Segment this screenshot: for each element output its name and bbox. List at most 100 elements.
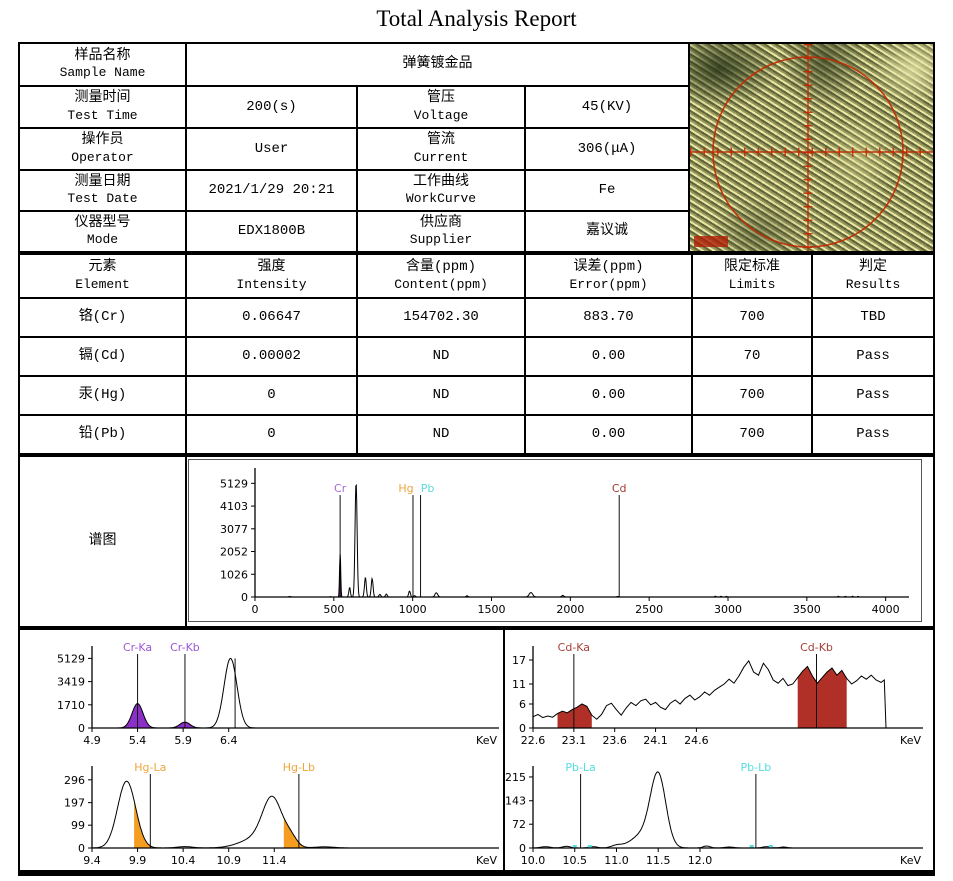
svg-text:10.0: 10.0 [521, 854, 546, 867]
svg-text:6: 6 [519, 698, 526, 711]
info-value-mode: EDX1800B [187, 212, 356, 251]
svg-text:Pb-La: Pb-La [565, 761, 595, 774]
svg-text:1000: 1000 [399, 603, 427, 616]
svg-text:Cd: Cd [612, 482, 627, 495]
svg-text:Hg-Lb: Hg-Lb [283, 761, 315, 774]
info-value-supplier: 嘉议诚 [526, 212, 688, 251]
svg-text:10.5: 10.5 [562, 854, 587, 867]
svg-text:1710: 1710 [57, 699, 85, 712]
svg-text:11: 11 [512, 678, 526, 691]
element-limit: 70 [693, 338, 811, 375]
element-intensity: 0.06647 [187, 299, 356, 336]
element-content: 154702.30 [358, 299, 524, 336]
svg-text:Cr-Ka: Cr-Ka [123, 641, 152, 654]
svg-text:197: 197 [64, 797, 85, 810]
info-label-current: 管流 Current [358, 129, 524, 169]
svg-text:3077: 3077 [220, 523, 248, 536]
svg-text:23.6: 23.6 [602, 734, 627, 747]
right-charts-column: Cd-Ka Cd-Kb 0 6 11 17 22.6 23.1 23.6 24.1 24.6 KeV … [505, 630, 933, 870]
svg-text:11.0: 11.0 [604, 854, 629, 867]
svg-text:3500: 3500 [793, 603, 821, 616]
element-content: ND [358, 338, 524, 375]
info-label-mode: 仪器型号 Mode [20, 212, 185, 251]
element-name: 铅(Pb) [20, 416, 185, 453]
left-charts-column: Cr-Ka Cr-Kb 0 1710 3419 5129 4.9 5.4 5.9 6.4 KeV H… [20, 630, 503, 870]
svg-text:KeV: KeV [900, 734, 921, 747]
info-label-supplier: 供应商 Supplier [358, 212, 524, 251]
info-label-test-time: 测量时间 Test Time [20, 87, 185, 127]
svg-text:72: 72 [512, 818, 526, 831]
svg-text:6.4: 6.4 [220, 734, 238, 747]
svg-text:1026: 1026 [220, 568, 248, 581]
info-value-sample-name: 弹簧镀金品 [187, 44, 688, 85]
info-label-voltage: 管压 Voltage [358, 87, 524, 127]
info-value-current: 306(μA) [526, 129, 688, 169]
svg-text:0: 0 [252, 603, 259, 616]
spectrum-section: 谱图 Cr Hg Pb Cd 0 1026 2052 3077 4103 5129 0 500 1000… [18, 455, 935, 628]
svg-text:5129: 5129 [220, 477, 248, 490]
page-title: Total Analysis Report [376, 6, 577, 31]
info-label-sample-name: 样品名称 Sample Name [20, 44, 185, 85]
svg-text:KeV: KeV [476, 854, 497, 867]
svg-text:Cd-Kb: Cd-Kb [800, 641, 833, 654]
element-result: TBD [813, 299, 933, 336]
element-name: 汞(Hg) [20, 377, 185, 414]
spectrum-chart-cell: Cr Hg Pb Cd 0 1026 2052 3077 4103 5129 0 500 1000 150… [187, 457, 933, 626]
svg-text:143: 143 [505, 795, 526, 808]
svg-text:4.9: 4.9 [83, 734, 101, 747]
info-label-test-date: 测量日期 Test Date [20, 171, 185, 210]
element-name: 镉(Cd) [20, 338, 185, 375]
col-header-element: 元素 Element [20, 255, 185, 297]
svg-text:23.1: 23.1 [562, 734, 587, 747]
svg-text:5.9: 5.9 [174, 734, 192, 747]
svg-text:215: 215 [505, 771, 526, 784]
element-result: Pass [813, 377, 933, 414]
svg-text:9.9: 9.9 [129, 854, 147, 867]
svg-text:11.5: 11.5 [646, 854, 671, 867]
svg-text:17: 17 [512, 654, 526, 667]
element-limit: 700 [693, 377, 811, 414]
svg-text:10.4: 10.4 [171, 854, 196, 867]
element-table: 元素 Element 强度 Intensity 含量(ppm) Content(ppm… [18, 253, 935, 455]
svg-text:Cr-Kb: Cr-Kb [170, 641, 200, 654]
full-spectrum-chart: Cr Hg Pb Cd 0 1026 2052 3077 4103 5129 0 500 1000 150… [188, 459, 922, 622]
element-charts-section: Cr-Ka Cr-Kb 0 1710 3419 5129 4.9 5.4 5.9 6.4 KeV H… [18, 628, 935, 872]
bottom-border [18, 872, 935, 876]
svg-text:Cd-Ka: Cd-Ka [558, 641, 590, 654]
svg-text:Pb-Lb: Pb-Lb [741, 761, 772, 774]
svg-text:3000: 3000 [714, 603, 742, 616]
svg-text:3419: 3419 [57, 676, 85, 689]
info-label-workcurve: 工作曲线 WorkCurve [358, 171, 524, 210]
svg-text:5.4: 5.4 [129, 734, 147, 747]
spectrum-label: 谱图 [20, 457, 185, 626]
element-limit: 700 [693, 416, 811, 453]
svg-text:9.4: 9.4 [83, 854, 101, 867]
svg-text:296: 296 [64, 774, 85, 787]
cd-region-chart: Cd-Ka Cd-Kb 0 6 11 17 22.6 23.1 23.6 24.1 24.6 KeV [505, 630, 933, 750]
svg-text:2052: 2052 [220, 546, 248, 559]
svg-text:0: 0 [241, 591, 248, 604]
svg-text:22.6: 22.6 [521, 734, 546, 747]
element-intensity: 0 [187, 416, 356, 453]
svg-text:4000: 4000 [872, 603, 900, 616]
svg-text:2000: 2000 [556, 603, 584, 616]
hg-region-chart: Hg-La Hg-Lb 0 99 197 296 9.4 9.9 10.4 10.9 11.4 KeV [20, 750, 503, 870]
svg-text:4103: 4103 [220, 500, 248, 513]
svg-text:11.4: 11.4 [262, 854, 287, 867]
element-content: ND [358, 377, 524, 414]
element-content: ND [358, 416, 524, 453]
cr-region-chart: Cr-Ka Cr-Kb 0 1710 3419 5129 4.9 5.4 5.9 6.4 KeV [20, 630, 503, 750]
svg-text:Hg-La: Hg-La [134, 761, 166, 774]
pb-region-chart: Pb-La Pb-Lb 0 72 143 215 10.0 10.5 11.0 11.5 12.0 K… [505, 750, 933, 870]
col-header-intensity: 强度 Intensity [187, 255, 356, 297]
element-error: 883.70 [526, 299, 691, 336]
svg-text:10.9: 10.9 [216, 854, 241, 867]
element-intensity: 0.00002 [187, 338, 356, 375]
svg-text:1500: 1500 [477, 603, 505, 616]
svg-text:KeV: KeV [476, 734, 497, 747]
svg-text:KeV: KeV [900, 854, 921, 867]
photo-scale-marker [694, 236, 728, 247]
svg-text:Hg: Hg [398, 482, 413, 495]
svg-text:24.6: 24.6 [684, 734, 709, 747]
svg-text:0: 0 [78, 842, 85, 855]
